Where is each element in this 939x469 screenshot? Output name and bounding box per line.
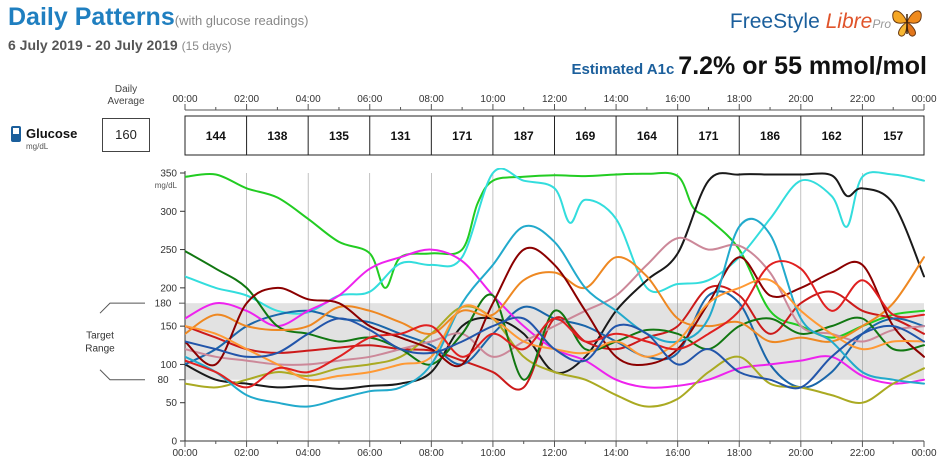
y-tick-label: 350 xyxy=(160,169,177,180)
target-range-label-line1: Target xyxy=(86,330,114,341)
series-lines xyxy=(185,168,925,408)
bottom-tick-label: 18:00 xyxy=(727,448,752,459)
glucose-series-line-14 xyxy=(185,260,925,389)
date-range-text: 6 July 2019 - 20 July 2019 xyxy=(8,37,178,53)
target-low-label: 80 xyxy=(157,375,169,386)
top-tick-label: 06:00 xyxy=(357,94,382,105)
bottom-tick-label: 22:00 xyxy=(850,448,875,459)
brand-name-a: FreeStyle xyxy=(729,10,820,33)
estimated-a1c: Estimated A1c 7.2% or 55 mmol/mol xyxy=(571,52,927,81)
a1c-label: Estimated A1c xyxy=(571,61,675,78)
meter-device-icon xyxy=(11,126,21,142)
bottom-tick-label: 04:00 xyxy=(296,448,321,459)
glucose-series-line-11 xyxy=(185,246,925,368)
hourly-average-value: 186 xyxy=(760,129,780,143)
top-tick-label: 00:00 xyxy=(172,94,197,105)
bottom-tick-label: 16:00 xyxy=(665,448,690,459)
target-bracket-top xyxy=(99,302,145,314)
hourly-average-value: 169 xyxy=(575,129,595,143)
y-tick-label: 150 xyxy=(160,322,177,333)
target-bracket-bottom xyxy=(99,369,145,381)
y-tick-label: 250 xyxy=(160,245,177,256)
bottom-tick-label: 02:00 xyxy=(234,448,259,459)
hourly-average-value: 135 xyxy=(329,129,349,143)
y-tick-label: 200 xyxy=(160,283,177,294)
date-range-days: (15 days) xyxy=(181,39,232,53)
target-high-label: 180 xyxy=(155,299,172,310)
y-axis-unit: mg/dL xyxy=(155,181,178,190)
glucose-label: Glucose xyxy=(26,126,78,141)
hourly-average-value: 131 xyxy=(391,129,411,143)
y-tick-label: 300 xyxy=(160,207,177,218)
bottom-tick-label: 08:00 xyxy=(419,448,444,459)
bottom-tick-label: 00:00 xyxy=(911,448,936,459)
y-tick-label: 0 xyxy=(171,437,177,448)
a1c-value: 7.2% or 55 mmol/mol xyxy=(678,52,927,80)
glucose-series-line-10 xyxy=(185,256,925,344)
y-tick-label: 100 xyxy=(160,360,177,371)
y-tick-label: 50 xyxy=(166,398,178,409)
top-tick-label: 04:00 xyxy=(296,94,321,105)
glucose-series-line-15 xyxy=(185,316,925,390)
bottom-time-axis: 00:00 02:00 04:00 06:00 08:00 10:00 12:00 14:00… xyxy=(172,441,937,459)
top-tick-label: 20:00 xyxy=(788,94,813,105)
daily-average-label: Daily Average xyxy=(107,84,145,107)
bottom-tick-label: 10:00 xyxy=(480,448,505,459)
glucose-series-line-3 xyxy=(185,172,925,390)
brand-logo: FreeStyle LibrePro xyxy=(730,10,891,34)
glucose-unit: mg/dL xyxy=(26,142,49,151)
bottom-tick-label: 12:00 xyxy=(542,448,567,459)
glucose-series-line-2 xyxy=(185,168,925,315)
hourly-average-value: 164 xyxy=(637,129,657,143)
top-tick-label: 14:00 xyxy=(604,94,629,105)
top-tick-label: 00:00 xyxy=(911,94,936,105)
hourly-average-value: 171 xyxy=(698,129,718,143)
top-tick-label: 16:00 xyxy=(665,94,690,105)
hourly-average-value: 162 xyxy=(822,129,842,143)
top-tick-label: 12:00 xyxy=(542,94,567,105)
target-range-label-line2: Range xyxy=(85,343,115,354)
hourly-average-value: 187 xyxy=(514,129,534,143)
glucose-series-line-7 xyxy=(185,236,925,366)
butterfly-logo-icon xyxy=(892,10,922,37)
bottom-tick-label: 06:00 xyxy=(357,448,382,459)
hourly-average-value: 171 xyxy=(452,129,472,143)
brand-name-c: Pro xyxy=(872,17,891,31)
top-tick-label: 08:00 xyxy=(419,94,444,105)
top-tick-label: 02:00 xyxy=(234,94,259,105)
date-range: 6 July 2019 - 20 July 2019 (15 days) xyxy=(8,37,232,53)
page-title: Daily Patterns(with glucose readings) xyxy=(8,3,308,32)
top-tick-label: 10:00 xyxy=(480,94,505,105)
bottom-tick-label: 00:00 xyxy=(172,448,197,459)
daily-average-value: 160 xyxy=(102,118,150,152)
top-tick-label: 18:00 xyxy=(727,94,752,105)
top-time-axis: 00:00 02:00 04:00 06:00 08:00 10:00 12:00 14:00… xyxy=(172,94,937,111)
page-title-sub: (with glucose readings) xyxy=(174,13,309,28)
bottom-tick-label: 14:00 xyxy=(604,448,629,459)
hourly-average-value: 157 xyxy=(883,129,903,143)
hourly-average-row: 144 138 135 131 171 187 169 164 171 186 162 157 xyxy=(184,115,925,156)
hourly-average-value: 144 xyxy=(206,129,226,143)
glucose-series-line-12 xyxy=(185,217,925,408)
hourly-average-value: 138 xyxy=(267,129,287,143)
top-tick-label: 22:00 xyxy=(850,94,875,105)
page-title-text: Daily Patterns xyxy=(8,3,175,31)
brand-name-b: Libre xyxy=(825,10,873,33)
bottom-tick-label: 20:00 xyxy=(788,448,813,459)
